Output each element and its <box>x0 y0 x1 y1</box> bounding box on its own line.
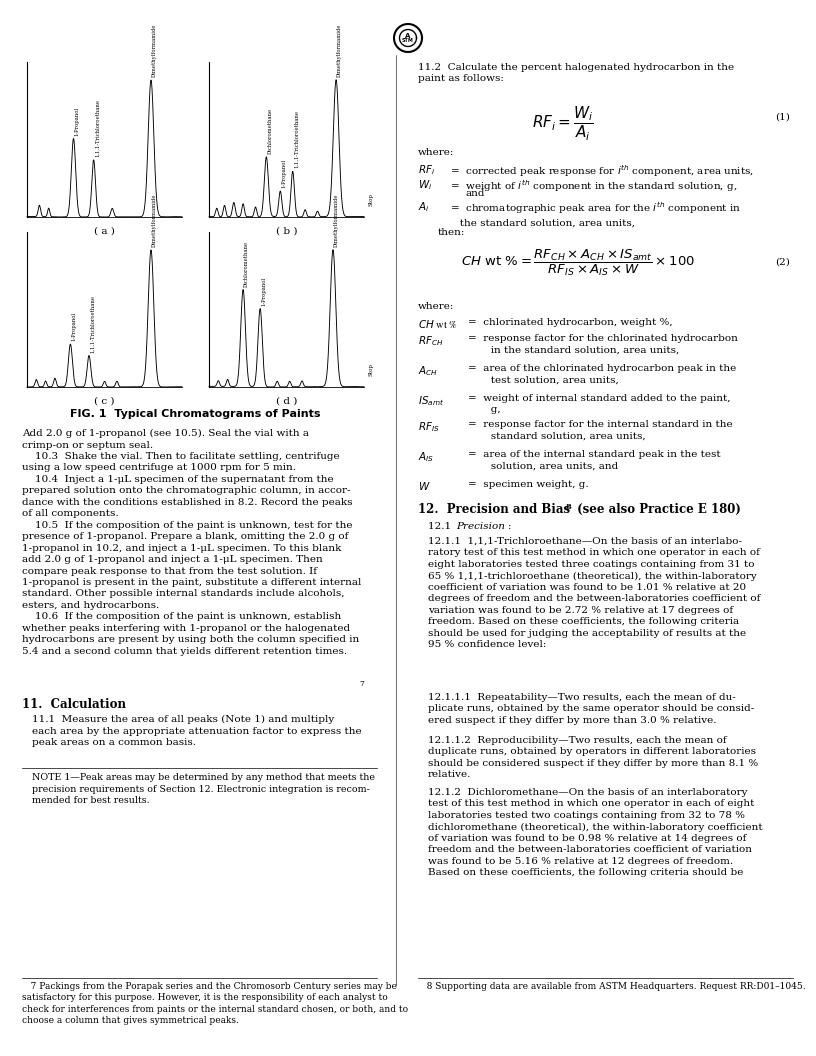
Text: 12.1.1.1  Repeatability—Two results, each the mean of du-
plicate runs, obtained: 12.1.1.1 Repeatability—Two results, each… <box>428 693 754 724</box>
Text: $A_i$: $A_i$ <box>418 200 430 213</box>
Text: 1-Propanol: 1-Propanol <box>282 159 286 188</box>
Text: 8 Supporting data are available from ASTM Headquarters. Request RR:D01–1045.: 8 Supporting data are available from AST… <box>418 982 805 991</box>
Text: then:: then: <box>438 228 465 237</box>
Text: and: and <box>466 189 486 199</box>
Text: =  response factor for the internal standard in the
       standard solution, ar: = response factor for the internal stand… <box>468 420 733 440</box>
Text: Dimethylformamide: Dimethylformamide <box>152 193 157 247</box>
Text: 12.1.1.2  Reproducibility—Two results, each the mean of
duplicate runs, obtained: 12.1.1.2 Reproducibility—Two results, ea… <box>428 736 758 779</box>
Text: $A_{CH}$: $A_{CH}$ <box>418 364 438 378</box>
Text: Stop: Stop <box>368 192 373 206</box>
Text: Dimethylformamide: Dimethylformamide <box>334 193 339 247</box>
Text: 1-Propanol: 1-Propanol <box>72 313 77 341</box>
Text: $A_{IS}$: $A_{IS}$ <box>418 450 434 464</box>
Text: 11.1  Measure the area of all peaks (Note 1) and multiply
each area by the appro: 11.1 Measure the area of all peaks (Note… <box>32 715 361 747</box>
Text: $W$: $W$ <box>418 480 431 492</box>
Text: =  specimen weight, g.: = specimen weight, g. <box>468 480 588 489</box>
Text: 12.  Precision and Bias: 12. Precision and Bias <box>418 503 570 516</box>
Text: $CH\ \mathrm{wt}\ \% = \dfrac{RF_{CH} \times A_{CH} \times IS_{amt}}{RF_{IS} \ti: $CH\ \mathrm{wt}\ \% = \dfrac{RF_{CH} \t… <box>461 248 695 279</box>
Text: =  area of the internal standard peak in the test
       solution, area units, a: = area of the internal standard peak in … <box>468 450 721 471</box>
Text: ( b ): ( b ) <box>276 227 297 235</box>
Text: =  area of the chlorinated hydrocarbon peak in the
       test solution, area un: = area of the chlorinated hydrocarbon pe… <box>468 364 736 384</box>
Text: =  weight of internal standard added to the paint,
       g,: = weight of internal standard added to t… <box>468 394 730 414</box>
Text: 11.2  Calculate the percent halogenated hydrocarbon in the
paint as follows:: 11.2 Calculate the percent halogenated h… <box>418 63 734 83</box>
Text: 12.1: 12.1 <box>428 522 458 531</box>
Text: 8: 8 <box>566 503 572 511</box>
Text: =  chlorinated hydrocarbon, weight %,: = chlorinated hydrocarbon, weight %, <box>468 318 672 327</box>
Text: A: A <box>406 33 410 39</box>
Text: 1,1,1-Trichloroethane: 1,1,1-Trichloroethane <box>294 111 299 168</box>
Text: 7 Packings from the Porapak series and the Chromosorb Century series may be
sati: 7 Packings from the Porapak series and t… <box>22 982 408 1025</box>
Text: $W_i$: $W_i$ <box>418 178 432 192</box>
Text: =  response factor for the chlorinated hydrocarbon
       in the standard soluti: = response factor for the chlorinated hy… <box>468 334 738 355</box>
Text: (see also Practice E 180): (see also Practice E 180) <box>573 503 741 516</box>
Text: =  corrected peak response for $i^{th}$ component, area units,: = corrected peak response for $i^{th}$ c… <box>450 163 754 178</box>
Text: ( a ): ( a ) <box>94 227 115 235</box>
Text: $RF_i$: $RF_i$ <box>418 163 435 176</box>
Text: 12.1.1  1,1,1-Trichloroethane—On the basis of an interlabo-
ratory test of this : 12.1.1 1,1,1-Trichloroethane—On the basi… <box>428 538 761 649</box>
Text: $RF_i = \dfrac{W_i}{A_i}$: $RF_i = \dfrac{W_i}{A_i}$ <box>532 105 594 144</box>
Text: where:: where: <box>418 302 455 312</box>
Text: 12.1.2  Dichloromethane—On the basis of an interlaboratory
test of this test met: 12.1.2 Dichloromethane—On the basis of a… <box>428 788 763 878</box>
Text: Dimethylformamide: Dimethylformamide <box>152 23 157 77</box>
Text: (1): (1) <box>775 113 790 122</box>
Text: 1-Propanol: 1-Propanol <box>261 277 266 305</box>
Text: $IS_{amt}$: $IS_{amt}$ <box>418 394 444 408</box>
Text: Precision: Precision <box>456 522 505 531</box>
Text: :: : <box>508 522 512 531</box>
Text: ( c ): ( c ) <box>95 397 115 406</box>
Text: Add 2.0 g of 1-propanol (see 10.5). Seal the vial with a
crimp-on or septum seal: Add 2.0 g of 1-propanol (see 10.5). Seal… <box>22 429 361 656</box>
Text: FIG. 1  Typical Chromatograms of Paints: FIG. 1 Typical Chromatograms of Paints <box>70 409 321 419</box>
Text: Dimethylformamide: Dimethylformamide <box>337 23 342 77</box>
Text: STM: STM <box>402 38 414 43</box>
Text: NOTE 1—Peak areas may be determined by any method that meets the
precision requi: NOTE 1—Peak areas may be determined by a… <box>32 773 375 806</box>
Text: Stop: Stop <box>368 362 373 376</box>
Text: Dichloromethane: Dichloromethane <box>244 241 249 287</box>
Text: $RF_{IS}$: $RF_{IS}$ <box>418 420 440 434</box>
Text: 1,1,1-Trichloroethane: 1,1,1-Trichloroethane <box>90 295 95 353</box>
Text: (2): (2) <box>775 258 790 267</box>
Text: $CH$ wt %: $CH$ wt % <box>418 318 458 329</box>
Text: =  chromatographic peak area for the $i^{th}$ component in
   the standard solut: = chromatographic peak area for the $i^{… <box>450 200 741 227</box>
Text: ( d ): ( d ) <box>276 397 297 406</box>
Text: Dichloromethane: Dichloromethane <box>268 108 273 154</box>
Text: 1-Propanol: 1-Propanol <box>74 107 79 135</box>
Text: $RF_{CH}$: $RF_{CH}$ <box>418 334 444 347</box>
Text: =  weight of $i^{th}$ component in the standard solution, g,: = weight of $i^{th}$ component in the st… <box>450 178 738 194</box>
Text: 11.  Calculation: 11. Calculation <box>22 698 126 711</box>
Text: 1,1,1-Trichloroethane: 1,1,1-Trichloroethane <box>95 99 100 157</box>
Text: 7: 7 <box>359 680 364 687</box>
Text: where:: where: <box>418 148 455 157</box>
